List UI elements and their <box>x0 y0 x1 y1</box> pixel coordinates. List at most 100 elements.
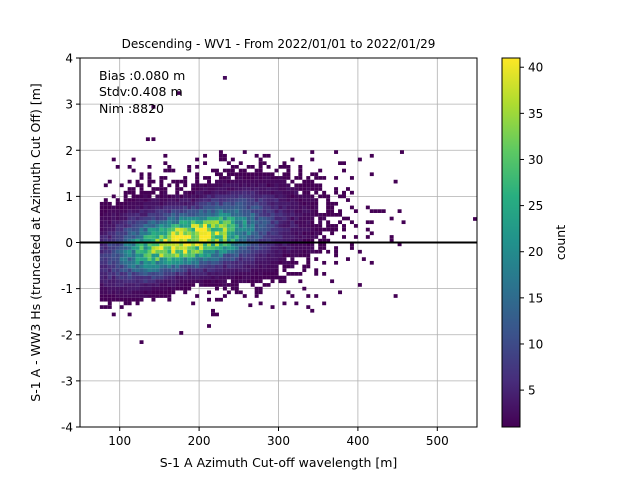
histogram-bin <box>135 257 140 261</box>
histogram-bin <box>278 205 283 210</box>
histogram-bin <box>306 231 311 236</box>
histogram-bin <box>262 260 267 265</box>
histogram-bin <box>123 205 128 210</box>
histogram-bin <box>234 201 239 206</box>
histogram-bin <box>151 105 156 109</box>
histogram-bin <box>179 235 184 239</box>
histogram-bin <box>111 212 116 217</box>
histogram-bin <box>318 249 323 254</box>
histogram-bin <box>107 290 112 295</box>
histogram-bin <box>171 283 176 287</box>
histogram-bin <box>139 283 144 287</box>
histogram-bin <box>238 257 243 261</box>
histogram-bin <box>203 205 208 210</box>
histogram-bin <box>306 246 311 250</box>
histogram-bin <box>119 231 124 236</box>
histogram-bin <box>214 205 219 210</box>
histogram-bin <box>207 257 212 261</box>
histogram-bin <box>163 257 168 261</box>
histogram-bin <box>155 260 160 265</box>
histogram-bin <box>286 209 291 213</box>
histogram-bin <box>266 194 271 199</box>
histogram-bin <box>135 290 140 295</box>
histogram-bin <box>127 187 132 191</box>
histogram-bin <box>123 286 128 291</box>
histogram-bin <box>151 216 156 221</box>
histogram-bin <box>163 231 168 236</box>
histogram-bin <box>282 161 287 166</box>
histogram-bin <box>286 198 291 202</box>
histogram-bin <box>135 297 140 302</box>
histogram-bin <box>306 183 311 188</box>
histogram-bin <box>342 216 346 221</box>
histogram-bin <box>302 205 307 210</box>
histogram-bin <box>230 242 235 247</box>
histogram-bin <box>214 264 219 269</box>
histogram-bin <box>254 153 259 158</box>
histogram-bin <box>107 297 112 302</box>
histogram-bin <box>238 253 243 258</box>
x-tick-label: 300 <box>267 434 290 448</box>
histogram-bin <box>151 264 156 269</box>
histogram-bin <box>238 268 243 273</box>
histogram-bin <box>119 183 124 188</box>
histogram-bin <box>207 275 212 280</box>
histogram-bin <box>99 286 104 291</box>
histogram-bin <box>310 172 315 177</box>
histogram-bin <box>242 176 247 180</box>
histogram-bin <box>155 272 160 276</box>
histogram-bin <box>103 253 108 258</box>
histogram-bin <box>306 194 311 199</box>
histogram-bin <box>139 242 144 247</box>
histogram-bin <box>226 179 231 184</box>
histogram-bin <box>127 227 132 232</box>
histogram-bin <box>115 286 120 291</box>
histogram-bin <box>151 201 156 206</box>
histogram-bin <box>214 246 219 250</box>
histogram-bin <box>278 238 283 243</box>
histogram-bin <box>119 272 124 276</box>
histogram-bin <box>171 179 176 184</box>
histogram-bin <box>238 212 243 217</box>
histogram-bin <box>238 216 243 221</box>
histogram-bin <box>286 272 291 276</box>
histogram-bin <box>258 272 263 276</box>
histogram-bin <box>318 231 323 236</box>
histogram-bin <box>131 242 136 247</box>
histogram-bin <box>199 246 204 250</box>
histogram-bin <box>187 209 192 213</box>
histogram-bin <box>131 297 136 302</box>
histogram-bin <box>147 209 152 213</box>
histogram-bin <box>294 227 299 232</box>
histogram-bin <box>222 220 227 225</box>
histogram-bin <box>270 179 275 184</box>
histogram-bin <box>183 205 188 210</box>
histogram-bin <box>211 183 215 188</box>
histogram-bin <box>290 157 295 162</box>
histogram-bin <box>111 264 116 269</box>
histogram-bin <box>179 260 184 265</box>
histogram-bin <box>222 190 227 195</box>
histogram-bin <box>262 235 267 239</box>
histogram-bin <box>99 246 104 250</box>
histogram-bin <box>242 150 247 154</box>
histogram-bin <box>195 246 200 250</box>
histogram-bin <box>191 249 196 254</box>
histogram-bin <box>135 198 140 202</box>
histogram-bin <box>155 294 160 298</box>
histogram-bin <box>214 272 219 276</box>
histogram-bin <box>163 253 168 258</box>
histogram-bin <box>274 260 279 265</box>
histogram-bin <box>258 231 263 236</box>
histogram-bin <box>191 198 196 202</box>
histogram-bin <box>111 235 116 239</box>
histogram-bin <box>218 153 223 158</box>
histogram-bin <box>278 194 283 199</box>
histogram-bin <box>258 242 263 247</box>
histogram-bin <box>242 179 247 184</box>
histogram-bin <box>250 212 255 217</box>
histogram-bin <box>151 187 156 191</box>
histogram-bin <box>139 205 144 210</box>
histogram-bin <box>123 238 128 243</box>
histogram-bin <box>119 205 124 210</box>
